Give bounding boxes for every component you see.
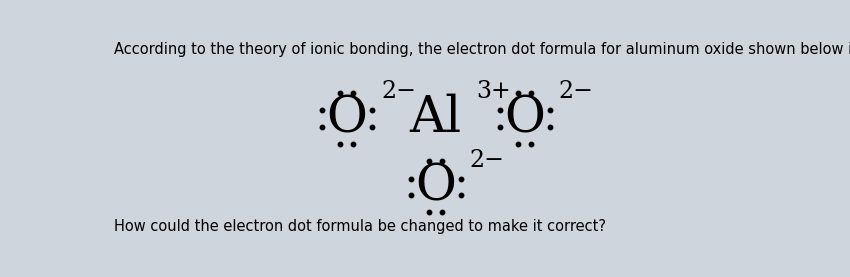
Text: 2−: 2− bbox=[381, 80, 416, 103]
Text: How could the electron dot formula be changed to make it correct?: How could the electron dot formula be ch… bbox=[114, 219, 606, 234]
Text: Al: Al bbox=[410, 94, 462, 143]
Text: 2−: 2− bbox=[558, 80, 593, 103]
Text: 2−: 2− bbox=[470, 148, 505, 171]
Text: O: O bbox=[415, 162, 456, 212]
Text: According to the theory of ionic bonding, the electron dot formula for aluminum : According to the theory of ionic bonding… bbox=[114, 42, 850, 57]
Text: O: O bbox=[504, 94, 545, 143]
Text: O: O bbox=[326, 94, 367, 143]
Text: 3+: 3+ bbox=[477, 80, 511, 103]
